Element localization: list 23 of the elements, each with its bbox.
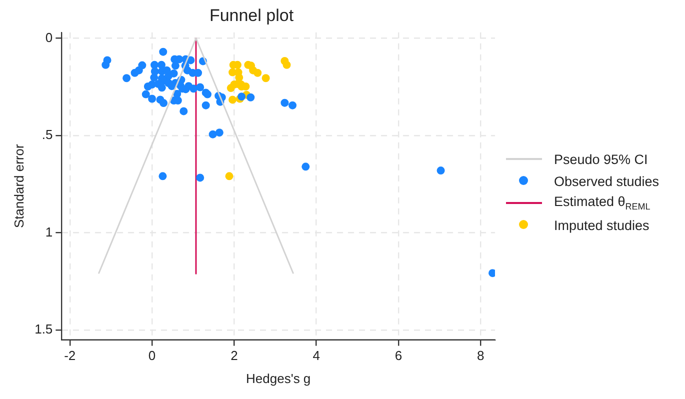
x-tick-label: 8 <box>477 348 484 364</box>
point <box>262 74 270 82</box>
x-tick-label: -2 <box>64 348 76 364</box>
point <box>282 60 291 69</box>
legend-label: Estimated θ$_{REML}$ <box>554 194 650 212</box>
point <box>228 96 237 104</box>
x-tick-label: 2 <box>230 348 238 364</box>
point <box>254 68 262 77</box>
x-tick-label: 4 <box>312 348 320 364</box>
point <box>235 74 244 82</box>
x-tick-label: 6 <box>394 348 402 364</box>
chart-title: Funnel plot <box>209 6 294 25</box>
y-tick-label: .5 <box>42 127 53 142</box>
y-tick-label: 0 <box>45 30 53 45</box>
x-tick-label: 0 <box>148 348 156 364</box>
legend-label: Pseudo 95% CI <box>554 152 648 166</box>
legend-label: Observed studies <box>554 174 660 188</box>
y-tick-label: 1 <box>45 224 53 240</box>
legend-label: Imputed studies <box>554 218 650 232</box>
y-tick-label: 1.5 <box>34 322 53 337</box>
x-axis-title: Hedges's g <box>246 370 311 386</box>
point <box>225 172 234 180</box>
y-axis-title: Standard error <box>11 144 26 228</box>
